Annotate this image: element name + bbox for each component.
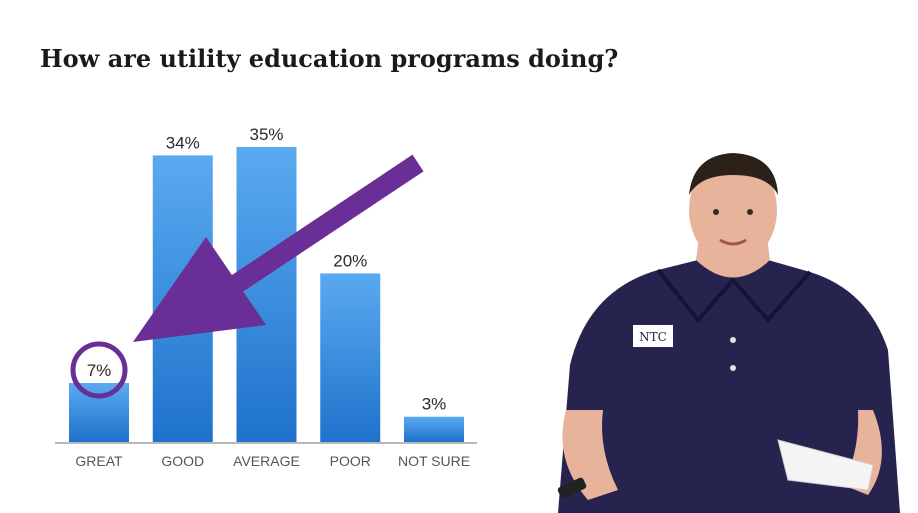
paper-sheet: [777, 439, 874, 491]
highlight-circle: [70, 341, 128, 399]
x-tick-label: AVERAGE: [233, 453, 300, 469]
bar-average: [236, 147, 297, 442]
x-tick-label: NOT SURE: [398, 453, 470, 469]
data-label: 35%: [249, 125, 283, 144]
page-title: How are utility education programs doing…: [40, 44, 619, 73]
x-tick-label: GREAT: [75, 453, 123, 469]
bar-great: [69, 383, 129, 442]
x-tick-label: GOOD: [161, 453, 204, 469]
data-label: 7%: [87, 361, 112, 380]
data-label: 20%: [333, 251, 367, 270]
bar-poor: [320, 273, 381, 442]
x-tick-label: POOR: [330, 453, 371, 469]
pointer-arrow: [133, 154, 424, 342]
shirt-logo: NTC: [639, 330, 667, 344]
data-label: 34%: [166, 133, 200, 152]
bar-not-sure: [404, 416, 464, 442]
data-label: 3%: [422, 395, 447, 414]
presenter-image: NTC: [557, 153, 900, 513]
remote-control: [557, 477, 587, 499]
